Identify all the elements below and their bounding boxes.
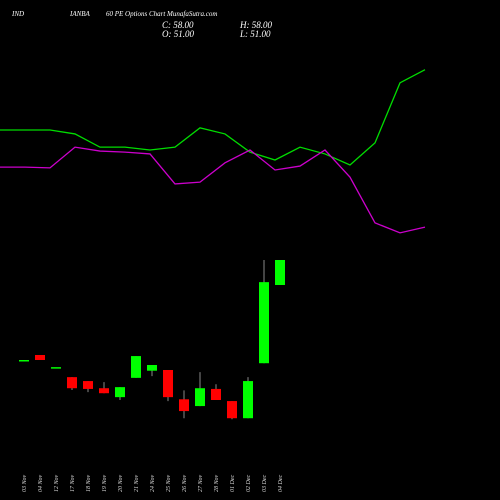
x-tick-label: 04 Nov bbox=[37, 474, 44, 492]
candle-body bbox=[195, 388, 205, 407]
candle-body bbox=[147, 365, 157, 371]
candle-body bbox=[115, 387, 125, 398]
close-value: C: 58.00 bbox=[162, 20, 194, 30]
x-tick-label: 25 Nov bbox=[166, 474, 172, 492]
candle-body bbox=[275, 260, 285, 285]
chart-title: 60 PE Options Chart MunafaSutra.com bbox=[106, 10, 217, 18]
candle-body bbox=[163, 370, 173, 398]
candle-body bbox=[83, 381, 93, 389]
symbol: IND bbox=[11, 10, 24, 18]
x-tick-label: 24 Nov bbox=[149, 474, 156, 492]
candle-body bbox=[131, 356, 141, 378]
x-tick-label: 03 Nov bbox=[22, 474, 28, 492]
candle-body bbox=[51, 367, 61, 369]
x-tick-label: 03 Dec bbox=[262, 475, 268, 492]
candle-body bbox=[67, 377, 77, 389]
candle-body bbox=[99, 388, 109, 394]
candle-body bbox=[35, 355, 45, 360]
x-tick-label: 04 Dec bbox=[277, 475, 284, 492]
candle-body bbox=[243, 381, 253, 419]
x-tick-label: 02 Dec bbox=[246, 475, 252, 492]
candle-body bbox=[19, 360, 29, 362]
moving-average-line bbox=[0, 146, 426, 234]
x-tick-label: 20 Nov bbox=[118, 474, 124, 492]
candle-body bbox=[179, 399, 189, 412]
moving-average-line bbox=[0, 69, 426, 166]
x-tick-label: 18 Nov bbox=[86, 474, 92, 492]
candle-body bbox=[259, 282, 269, 364]
x-tick-label: 01 Dec bbox=[230, 475, 236, 492]
x-tick-label: 28 Nov bbox=[214, 474, 220, 492]
x-tick-label: 12 Nov bbox=[54, 474, 60, 492]
name: IANBA bbox=[69, 10, 91, 18]
low-value: L: 51.00 bbox=[239, 29, 271, 39]
x-tick-label: 19 Nov bbox=[102, 474, 108, 492]
open-value: O: 51.00 bbox=[162, 29, 194, 39]
candle-body bbox=[227, 401, 237, 419]
x-tick-label: 27 Nov bbox=[198, 474, 204, 492]
candle-body bbox=[211, 388, 221, 400]
x-tick-label: 21 Nov bbox=[134, 474, 140, 492]
high-value: H: 58.00 bbox=[239, 20, 272, 30]
x-tick-label: 17 Nov bbox=[70, 474, 76, 492]
x-tick-label: 26 Nov bbox=[182, 474, 188, 492]
